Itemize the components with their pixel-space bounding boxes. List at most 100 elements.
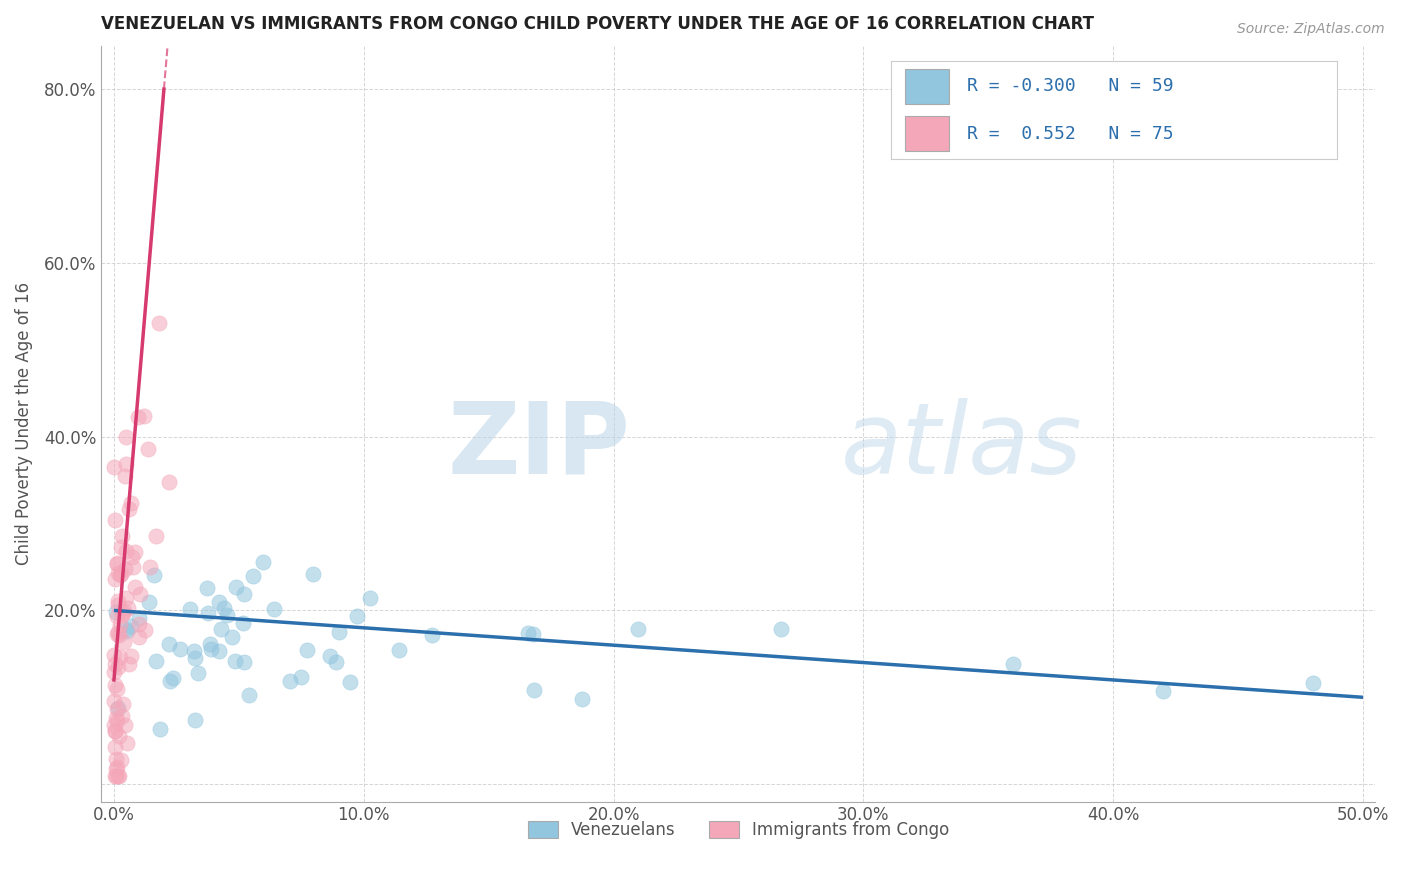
Point [104, 678, 127, 692]
Point [105, 608, 128, 623]
Point [187, 665, 209, 680]
Point [339, 675, 361, 690]
Point [107, 729, 129, 743]
Point [290, 670, 312, 684]
Point [107, 599, 129, 613]
Point [242, 569, 264, 583]
Text: VENEZUELAN VS IMMIGRANTS FROM CONGO CHILD POVERTY UNDER THE AGE OF 16 CORRELATIO: VENEZUELAN VS IMMIGRANTS FROM CONGO CHIL… [101, 15, 1094, 33]
Point [217, 608, 239, 623]
Point [105, 558, 128, 572]
Point [208, 595, 231, 609]
Text: atlas: atlas [841, 398, 1083, 495]
Point [112, 604, 135, 618]
Point [105, 556, 128, 570]
Point [149, 723, 172, 737]
Point [115, 736, 138, 750]
Point [238, 688, 260, 702]
Point [104, 740, 127, 755]
Point [107, 659, 129, 673]
Point [114, 562, 136, 576]
Point [120, 496, 142, 510]
Point [128, 630, 150, 644]
Point [127, 409, 149, 424]
Point [128, 611, 150, 625]
Point [115, 624, 138, 638]
Point [301, 566, 323, 581]
Point [110, 566, 132, 581]
Point [195, 581, 218, 595]
Point [107, 566, 129, 580]
Point [221, 630, 243, 644]
Point [138, 595, 160, 609]
Point [117, 600, 139, 615]
Point [103, 657, 125, 671]
Point [325, 656, 347, 670]
Point [105, 711, 128, 725]
Point [104, 513, 127, 527]
Point [319, 649, 342, 664]
Point [104, 723, 127, 738]
Point [1002, 657, 1025, 672]
Point [278, 673, 301, 688]
Point [179, 602, 201, 616]
Point [388, 643, 411, 657]
Point [115, 543, 138, 558]
Point [232, 615, 254, 630]
Point [112, 635, 135, 649]
Point [107, 594, 129, 608]
Point [110, 753, 132, 767]
Point [139, 559, 162, 574]
Point [104, 768, 127, 782]
Point [111, 607, 134, 622]
Point [105, 606, 128, 620]
Point [129, 587, 152, 601]
Point [114, 469, 136, 483]
Point [107, 700, 129, 714]
Point [297, 643, 319, 657]
Point [1152, 684, 1174, 698]
Point [145, 529, 167, 543]
Point [183, 644, 205, 658]
Point [118, 502, 141, 516]
Point [105, 768, 128, 782]
Point [112, 606, 135, 620]
Point [108, 618, 131, 632]
Point [209, 623, 232, 637]
Point [110, 568, 132, 582]
Point [121, 549, 143, 564]
Point [134, 624, 156, 638]
Point [225, 580, 247, 594]
Point [224, 654, 246, 668]
Point [143, 568, 166, 582]
Point [112, 697, 135, 711]
Point [103, 718, 125, 732]
Point [108, 650, 131, 665]
Point [104, 762, 127, 776]
Point [107, 768, 129, 782]
Point [103, 648, 125, 662]
Point [128, 617, 150, 632]
Point [208, 644, 231, 658]
Point [124, 580, 146, 594]
Point [627, 622, 650, 636]
Point [420, 627, 443, 641]
Point [115, 457, 138, 471]
Point [104, 752, 127, 766]
Text: ZIP: ZIP [447, 398, 630, 495]
Point [252, 555, 274, 569]
Point [110, 540, 132, 554]
Point [169, 641, 191, 656]
Point [103, 459, 125, 474]
Point [145, 654, 167, 668]
Point [200, 641, 222, 656]
Point [103, 665, 125, 679]
Legend: Venezuelans, Immigrants from Congo: Venezuelans, Immigrants from Congo [520, 814, 956, 847]
Point [198, 637, 221, 651]
Point [263, 602, 285, 616]
Point [212, 601, 235, 615]
Point [197, 606, 219, 620]
Point [107, 628, 129, 642]
Point [124, 545, 146, 559]
Point [328, 625, 350, 640]
Text: Source: ZipAtlas.com: Source: ZipAtlas.com [1237, 22, 1385, 37]
